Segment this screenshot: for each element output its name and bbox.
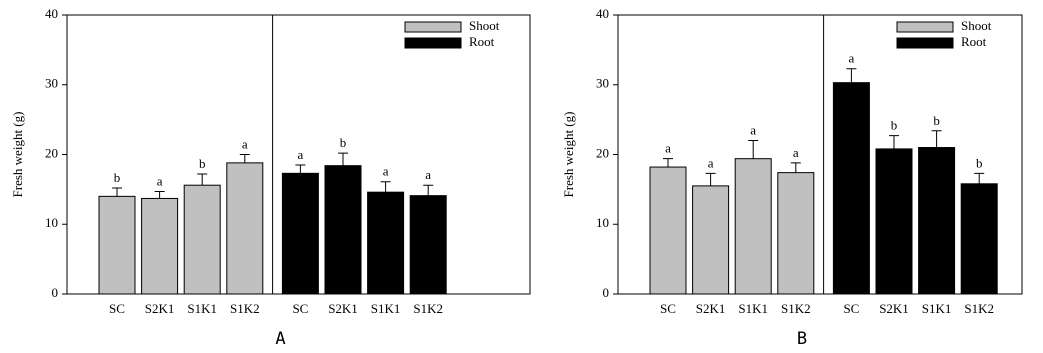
significance-letter: a <box>793 145 799 160</box>
error-bar <box>112 187 122 197</box>
legend-swatch <box>896 21 954 33</box>
error-bar <box>423 184 434 196</box>
panel-label: A <box>275 329 285 349</box>
x-tick-label: S1K2 <box>781 301 811 316</box>
x-tick-label: SC <box>109 301 125 316</box>
significance-letter: b <box>891 118 898 133</box>
legend-label: Shoot <box>961 18 992 33</box>
error-bar <box>239 154 250 163</box>
bar <box>226 162 264 295</box>
bar <box>649 166 687 295</box>
bar <box>960 183 998 295</box>
y-tick-label: 10 <box>45 215 58 230</box>
significance-letter: a <box>849 51 855 66</box>
y-tick-label: 20 <box>596 145 609 160</box>
significance-letter: b <box>114 170 121 185</box>
significance-letter: a <box>242 136 248 151</box>
significance-letter: a <box>665 141 671 156</box>
y-tick-label: 30 <box>45 76 58 91</box>
error-bar <box>790 162 801 173</box>
x-tick-label: S1K2 <box>413 301 443 316</box>
x-tick-label: S1K1 <box>738 301 768 316</box>
x-tick-label: S2K1 <box>879 301 909 316</box>
legend-label: Root <box>961 34 987 49</box>
error-bar <box>889 135 899 149</box>
significance-letter: b <box>933 113 940 128</box>
significance-letter: a <box>708 155 714 170</box>
x-tick-label: SC <box>843 301 859 316</box>
y-tick-label: 40 <box>596 6 609 21</box>
bar <box>918 147 956 295</box>
error-bar <box>974 172 985 184</box>
bar <box>692 185 730 295</box>
panel-label: B <box>797 329 807 349</box>
y-tick-label: 20 <box>45 145 58 160</box>
bar <box>183 184 221 295</box>
error-bar <box>663 158 673 168</box>
significance-letter: a <box>750 123 756 138</box>
error-bar <box>338 152 348 166</box>
y-axis-label: Fresh weight (g) <box>10 112 25 198</box>
x-tick-label: S1K2 <box>964 301 994 316</box>
error-bar <box>295 164 306 174</box>
bar <box>777 172 815 295</box>
significance-letter: a <box>425 167 431 182</box>
legend-swatch <box>404 37 462 49</box>
y-tick-label: 0 <box>52 285 59 300</box>
bar <box>409 195 447 295</box>
x-tick-label: S2K1 <box>696 301 726 316</box>
x-tick-label: S1K2 <box>230 301 260 316</box>
legend-swatch <box>404 21 462 33</box>
error-bar <box>846 68 857 83</box>
error-bar <box>748 140 759 159</box>
y-tick-label: 40 <box>45 6 58 21</box>
significance-letter: b <box>340 135 347 150</box>
bar <box>324 165 362 295</box>
significance-letter: a <box>298 147 304 162</box>
significance-letter: b <box>976 155 983 170</box>
error-bar <box>380 181 391 193</box>
legend-swatch <box>896 37 954 49</box>
x-tick-label: S2K1 <box>328 301 358 316</box>
bar <box>281 172 319 295</box>
x-tick-label: S2K1 <box>145 301 175 316</box>
x-tick-label: S1K1 <box>922 301 952 316</box>
legend-label: Shoot <box>469 18 500 33</box>
y-axis-label: Fresh weight (g) <box>561 112 576 198</box>
error-bar <box>931 130 942 148</box>
bar <box>98 195 136 295</box>
bar <box>832 82 870 295</box>
x-tick-label: S1K1 <box>187 301 217 316</box>
bar <box>734 158 772 295</box>
significance-letter: a <box>157 173 163 188</box>
x-tick-label: SC <box>660 301 676 316</box>
y-tick-label: 30 <box>596 76 609 91</box>
y-tick-label: 10 <box>596 215 609 230</box>
legend-label: Root <box>469 34 495 49</box>
y-tick-label: 0 <box>603 285 610 300</box>
x-tick-label: S1K1 <box>371 301 401 316</box>
significance-letter: b <box>199 156 206 171</box>
error-bar <box>197 173 208 186</box>
x-tick-label: SC <box>292 301 308 316</box>
bar <box>875 148 913 295</box>
error-bar <box>705 172 716 186</box>
error-bar <box>154 190 165 199</box>
significance-letter: a <box>383 164 389 179</box>
bar <box>141 197 179 295</box>
bar <box>367 191 405 295</box>
